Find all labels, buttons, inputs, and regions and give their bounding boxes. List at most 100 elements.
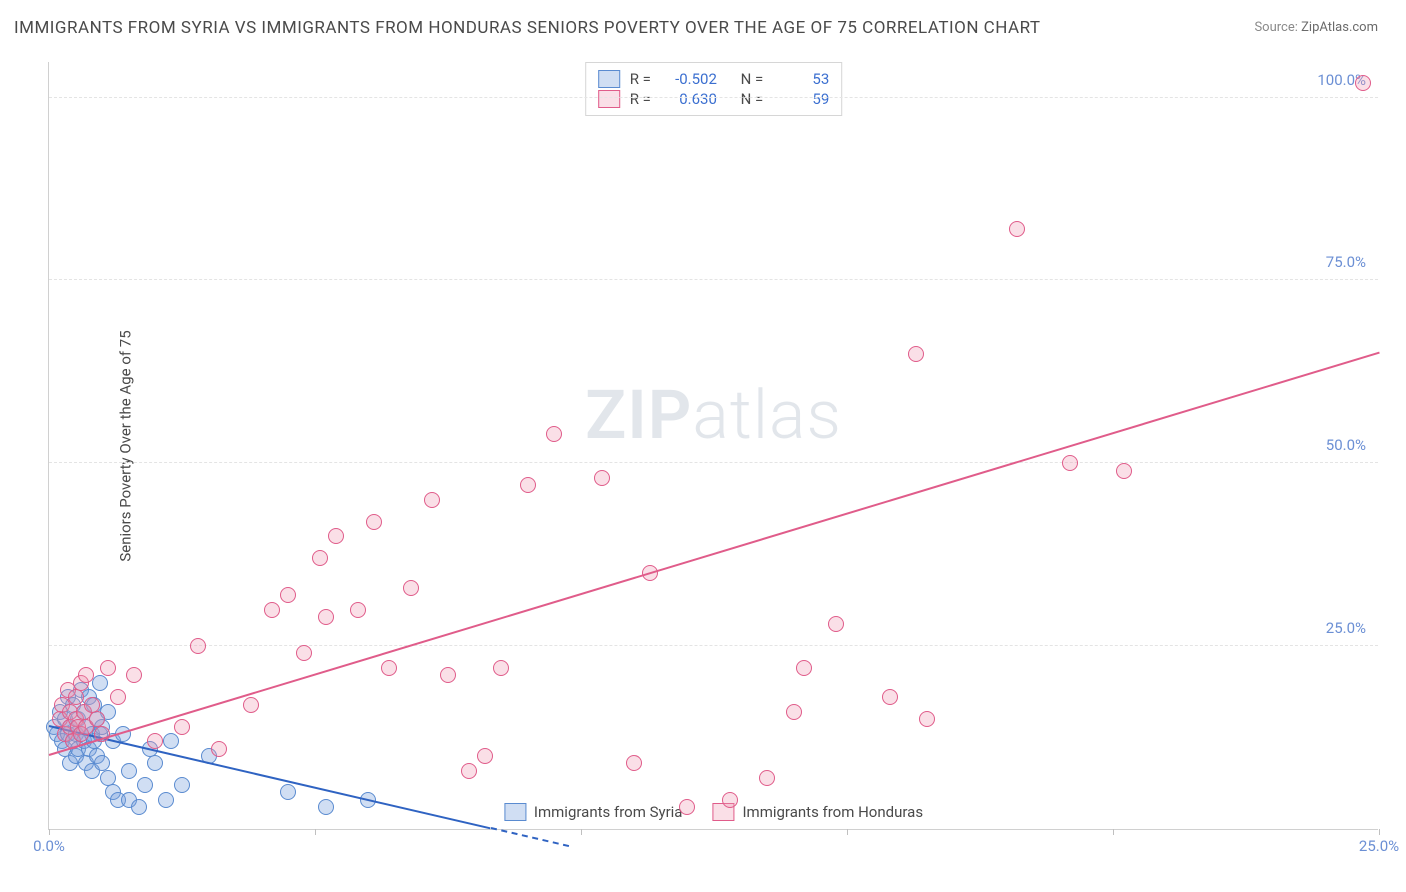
watermark-light: atlas bbox=[692, 375, 842, 455]
scatter-marker bbox=[1355, 75, 1371, 91]
watermark-bold: ZIP bbox=[585, 375, 692, 455]
stats-row-series2: R = 0.630 N = 59 bbox=[598, 89, 830, 109]
scatter-marker bbox=[350, 602, 366, 618]
y-tick-label: 75.0% bbox=[1326, 253, 1366, 271]
scatter-marker bbox=[78, 667, 94, 683]
scatter-marker bbox=[493, 660, 509, 676]
scatter-marker bbox=[461, 763, 477, 779]
scatter-marker bbox=[424, 492, 440, 508]
x-tick-label: 25.0% bbox=[1359, 837, 1399, 855]
x-tick-mark bbox=[315, 829, 316, 835]
chart-container: IMMIGRANTS FROM SYRIA VS IMMIGRANTS FROM… bbox=[0, 0, 1406, 892]
scatter-marker bbox=[328, 528, 344, 544]
scatter-marker bbox=[679, 799, 695, 815]
scatter-marker bbox=[89, 711, 105, 727]
scatter-marker bbox=[243, 697, 259, 713]
legend-label-series2: Immigrants from Honduras bbox=[742, 803, 923, 821]
scatter-marker bbox=[264, 602, 280, 618]
scatter-marker bbox=[312, 550, 328, 566]
scatter-marker bbox=[1062, 455, 1078, 471]
watermark: ZIPatlas bbox=[585, 375, 842, 455]
scatter-marker bbox=[211, 741, 227, 757]
trend-line bbox=[49, 352, 1380, 756]
scatter-marker bbox=[520, 477, 536, 493]
r-value-2: 0.630 bbox=[661, 90, 717, 108]
x-tick-mark bbox=[581, 829, 582, 835]
scatter-marker bbox=[280, 587, 296, 603]
x-tick-mark bbox=[49, 829, 50, 835]
scatter-marker bbox=[786, 704, 802, 720]
stats-row-series1: R = -0.502 N = 53 bbox=[598, 69, 830, 89]
r-label-2: R = bbox=[630, 90, 651, 108]
scatter-marker bbox=[381, 660, 397, 676]
scatter-marker bbox=[626, 755, 642, 771]
scatter-marker bbox=[158, 792, 174, 808]
scatter-marker bbox=[722, 792, 738, 808]
source-value: ZipAtlas.com bbox=[1301, 20, 1378, 35]
scatter-marker bbox=[403, 580, 419, 596]
x-tick-label: 0.0% bbox=[33, 837, 65, 855]
scatter-marker bbox=[280, 784, 296, 800]
scatter-marker bbox=[137, 777, 153, 793]
gridline-horizontal bbox=[49, 645, 1378, 646]
swatch-series2 bbox=[598, 90, 620, 108]
x-tick-mark bbox=[1379, 829, 1380, 835]
scatter-marker bbox=[759, 770, 775, 786]
y-tick-label: 50.0% bbox=[1326, 436, 1366, 454]
legend-item-series1: Immigrants from Syria bbox=[504, 803, 683, 821]
scatter-marker bbox=[174, 777, 190, 793]
scatter-marker bbox=[1116, 463, 1132, 479]
trend-line-dashed bbox=[490, 827, 568, 847]
scatter-marker bbox=[796, 660, 812, 676]
scatter-marker bbox=[440, 667, 456, 683]
scatter-marker bbox=[296, 645, 312, 661]
stats-legend-box: R = -0.502 N = 53 R = 0.630 N = 59 bbox=[585, 62, 843, 116]
scatter-marker bbox=[828, 616, 844, 632]
source-label: Source: bbox=[1254, 20, 1297, 35]
scatter-marker bbox=[100, 660, 116, 676]
scatter-marker bbox=[477, 748, 493, 764]
scatter-marker bbox=[94, 755, 110, 771]
swatch-series1 bbox=[598, 70, 620, 88]
scatter-marker bbox=[190, 638, 206, 654]
gridline-horizontal bbox=[49, 462, 1378, 463]
scatter-marker bbox=[882, 689, 898, 705]
y-tick-label: 25.0% bbox=[1326, 619, 1366, 637]
scatter-marker bbox=[84, 697, 100, 713]
n-label-1: N = bbox=[741, 70, 764, 88]
scatter-marker bbox=[1009, 221, 1025, 237]
bottom-legend: Immigrants from Syria Immigrants from Ho… bbox=[498, 803, 929, 821]
gridline-horizontal bbox=[49, 97, 1378, 98]
x-tick-mark bbox=[847, 829, 848, 835]
r-label-1: R = bbox=[630, 70, 651, 88]
legend-item-series2: Immigrants from Honduras bbox=[712, 803, 923, 821]
plot-area: ZIPatlas R = -0.502 N = 53 R = 0.630 N =… bbox=[48, 62, 1378, 830]
scatter-marker bbox=[163, 733, 179, 749]
scatter-marker bbox=[318, 799, 334, 815]
legend-swatch-series1 bbox=[504, 803, 526, 821]
scatter-marker bbox=[126, 667, 142, 683]
n-value-2: 59 bbox=[773, 90, 829, 108]
scatter-marker bbox=[147, 755, 163, 771]
source-attribution: Source: ZipAtlas.com bbox=[1254, 20, 1378, 35]
scatter-marker bbox=[121, 763, 137, 779]
scatter-marker bbox=[174, 719, 190, 735]
scatter-marker bbox=[546, 426, 562, 442]
scatter-marker bbox=[366, 514, 382, 530]
n-label-2: N = bbox=[741, 90, 764, 108]
gridline-horizontal bbox=[49, 279, 1378, 280]
scatter-marker bbox=[68, 689, 84, 705]
n-value-1: 53 bbox=[773, 70, 829, 88]
r-value-1: -0.502 bbox=[661, 70, 717, 88]
scatter-marker bbox=[110, 689, 126, 705]
chart-title: IMMIGRANTS FROM SYRIA VS IMMIGRANTS FROM… bbox=[14, 18, 1041, 38]
legend-label-series1: Immigrants from Syria bbox=[534, 803, 683, 821]
scatter-marker bbox=[594, 470, 610, 486]
scatter-marker bbox=[131, 799, 147, 815]
scatter-marker bbox=[908, 346, 924, 362]
scatter-marker bbox=[919, 711, 935, 727]
scatter-marker bbox=[147, 733, 163, 749]
x-tick-mark bbox=[1113, 829, 1114, 835]
scatter-marker bbox=[100, 770, 116, 786]
scatter-marker bbox=[318, 609, 334, 625]
